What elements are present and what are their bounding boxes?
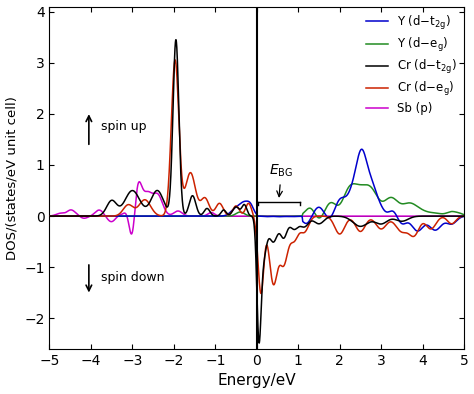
Text: $E_{\mathrm{BG}}$: $E_{\mathrm{BG}}$ <box>269 163 293 197</box>
Y-axis label: DOS/(states/eV unit cell): DOS/(states/eV unit cell) <box>6 96 18 260</box>
Text: spin up: spin up <box>101 120 147 133</box>
X-axis label: Energy/eV: Energy/eV <box>218 374 296 388</box>
Text: spin down: spin down <box>101 271 165 284</box>
Legend: Y (d$-$t$_{\mathregular{2g}}$), Y (d$-$e$_{\mathregular{g}}$), Cr (d$-$t$_{\math: Y (d$-$t$_{\mathregular{2g}}$), Y (d$-$e… <box>362 9 462 120</box>
